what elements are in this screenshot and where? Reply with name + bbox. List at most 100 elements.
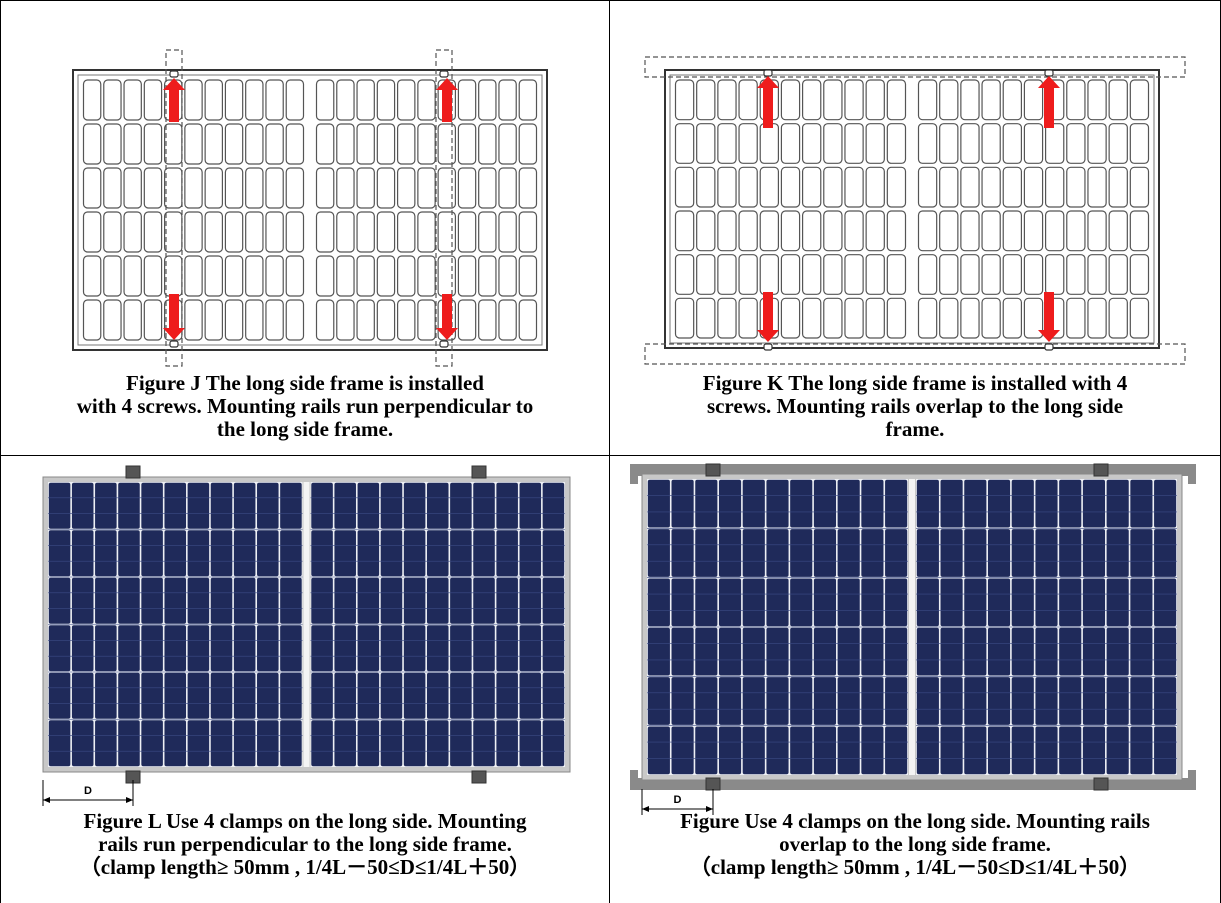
solar-cell — [519, 672, 542, 719]
solar-cell — [380, 672, 403, 719]
cell-outline — [696, 79, 716, 121]
cell-outline — [184, 299, 203, 341]
cell-outline — [780, 123, 801, 164]
solar-cell — [718, 529, 742, 577]
solar-cell — [473, 530, 495, 577]
solar-cell — [426, 672, 449, 719]
screw-hole — [439, 70, 449, 78]
cell-outline — [1066, 210, 1086, 252]
solar-cell — [1106, 529, 1129, 577]
cell-outline — [1002, 210, 1023, 252]
cell-outline — [1087, 123, 1107, 164]
solar-cell — [334, 672, 356, 719]
clamp — [1093, 777, 1109, 791]
cell-outline — [123, 123, 142, 165]
cell-outline — [886, 123, 907, 164]
cell-outline — [123, 79, 142, 121]
solar-cell — [813, 627, 837, 676]
cell-outline — [163, 123, 183, 165]
cell-outline — [844, 166, 864, 208]
solar-cell — [1130, 529, 1153, 577]
solar-cell — [1035, 627, 1058, 676]
solar-cell — [964, 627, 987, 676]
solar-cell — [426, 720, 449, 767]
solar-cell — [334, 530, 356, 577]
solar-cell — [233, 672, 256, 719]
cell-outline — [498, 79, 517, 121]
cell-outline — [960, 79, 980, 121]
cell-outline — [437, 123, 457, 165]
solar-cell — [141, 577, 163, 624]
solar-cell — [861, 578, 884, 627]
cell-outline — [696, 166, 716, 208]
solar-cell — [916, 627, 939, 676]
cell-outline — [336, 211, 355, 253]
cell-outline — [1087, 79, 1107, 121]
cell-outline — [103, 79, 122, 121]
cell-outline — [518, 167, 538, 209]
solar-cell — [1130, 479, 1153, 528]
cell-outline — [143, 167, 163, 209]
solar-cell — [695, 578, 718, 627]
solar-cell — [450, 672, 472, 719]
solar-cell — [1011, 677, 1034, 725]
solar-cell — [671, 627, 694, 676]
solar-cell — [141, 720, 163, 767]
cell-outline — [285, 123, 305, 165]
solar-cell — [1082, 479, 1106, 528]
solar-cell — [403, 577, 426, 624]
solar-cell — [496, 625, 518, 672]
arrow-down-shaft — [763, 292, 773, 330]
cell-outline — [1002, 123, 1023, 164]
cell-outline — [865, 79, 885, 121]
cell-outline — [865, 166, 885, 208]
arrow-up-shaft — [763, 88, 773, 128]
cell-outline — [780, 79, 801, 121]
clamp — [705, 463, 721, 477]
cell-outline — [285, 79, 305, 121]
cell-outline — [265, 299, 284, 341]
cell-outline — [939, 123, 959, 164]
cell-outline — [82, 123, 102, 165]
solar-cell — [766, 627, 789, 676]
cell-outline — [204, 167, 224, 209]
cell-outline — [285, 211, 305, 253]
solar-cell — [742, 726, 765, 775]
cell-outline — [245, 211, 264, 253]
solar-cell — [718, 677, 742, 725]
cell-outline — [376, 123, 396, 165]
cell-outline — [315, 255, 335, 297]
solar-cell — [311, 530, 333, 577]
solar-cell — [742, 479, 765, 528]
solar-cell — [210, 720, 233, 767]
solar-cell — [647, 578, 670, 627]
cell-outline — [1023, 123, 1044, 164]
cell-outline — [437, 211, 457, 253]
solar-cell — [496, 720, 518, 767]
cell-outline — [356, 123, 375, 165]
cell-outline — [981, 79, 1001, 121]
cell-outline — [696, 210, 716, 252]
center-gap — [303, 482, 310, 767]
solar-cell — [48, 482, 71, 529]
solar-cell — [496, 577, 518, 624]
solar-cell — [837, 677, 860, 725]
solar-cell — [987, 479, 1011, 528]
cell-outline — [717, 79, 737, 121]
cell-outline — [759, 254, 780, 295]
cell-outline — [780, 166, 801, 208]
cell-outline — [143, 79, 163, 121]
solar-cell — [280, 482, 302, 529]
solar-cell — [450, 482, 472, 529]
solar-cell — [1154, 578, 1177, 627]
caption-line: Figure Use 4 clamps on the long side. Mo… — [680, 809, 1150, 833]
solar-cell — [311, 672, 333, 719]
cell-outline — [674, 254, 695, 295]
solar-cell — [311, 625, 333, 672]
mounting-rail — [630, 464, 1196, 476]
cell-outline — [1087, 210, 1107, 252]
arrow-down-head — [757, 330, 779, 342]
cell-outline — [478, 123, 497, 165]
figure-j-drawing — [72, 49, 548, 367]
figure-k-drawing — [644, 56, 1186, 365]
